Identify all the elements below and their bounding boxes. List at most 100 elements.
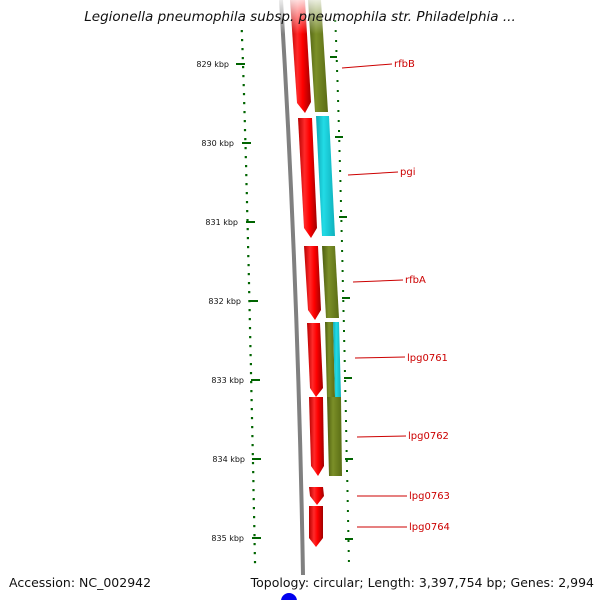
cog-dot — [346, 470, 348, 472]
cog-ticks — [330, 56, 353, 540]
origin-marker[interactable] — [281, 593, 297, 600]
ruler-label: 830 kbp — [201, 139, 234, 148]
gene-label-pgi[interactable]: pgi — [400, 167, 415, 178]
ruler-minor-tick — [253, 561, 257, 564]
ruler: 829 kbp 830 kbp 831 kbp 832 kbp 833 kbp … — [196, 60, 261, 543]
ruler-minor-tick — [247, 273, 250, 276]
ruler-minor-tick — [241, 48, 244, 51]
ruler-label: 832 kbp — [208, 297, 241, 306]
title-fade — [270, 0, 350, 34]
cog-dot — [346, 490, 349, 492]
ruler-minor-tick — [244, 156, 247, 159]
cog-feature — [333, 322, 341, 397]
gene-label-rfbB[interactable]: rfbB — [394, 59, 415, 70]
cog-dot — [338, 160, 341, 162]
cog-dot — [340, 220, 343, 222]
cog-dot — [345, 420, 347, 422]
ruler-minor-tick — [247, 246, 250, 249]
cog-dot — [344, 380, 347, 382]
ruler-minor-tick — [252, 507, 255, 510]
cds-arrow-lpg0764[interactable] — [309, 506, 323, 547]
ruler-minor-tick — [248, 318, 251, 321]
ruler-minor-tick — [245, 165, 248, 168]
ruler-minor-tick — [251, 462, 255, 465]
leader-line — [356, 435, 407, 438]
cog-dot — [341, 270, 344, 272]
ruler-minor-tick — [251, 453, 254, 456]
cog-dot — [335, 40, 338, 42]
ruler-minor-tick — [245, 201, 249, 204]
gene-labels: rfbB pgi rfbA lpg0761 lpg0762 lpg0763 lp… — [341, 59, 450, 533]
ruler-minor-tick — [246, 219, 249, 222]
cog-dot — [338, 130, 340, 132]
ruler-minor-tick — [242, 66, 245, 69]
ruler-minor-tick — [242, 75, 245, 78]
leader-line — [352, 279, 404, 283]
ruler-label: 833 kbp — [211, 376, 244, 385]
gene-label-lpg0764[interactable]: lpg0764 — [409, 522, 450, 533]
ruler-minor-tick — [253, 516, 256, 519]
cds-arrow-rfbA[interactable] — [304, 246, 321, 320]
ruler-minor-tick — [253, 552, 256, 555]
cds-arrow-lpg0762[interactable] — [309, 397, 324, 476]
cog-dot — [341, 280, 344, 282]
ruler-minor-tick — [247, 282, 251, 285]
cog-dot — [337, 100, 340, 102]
ruler-minor-tick — [242, 93, 246, 96]
cog-dot — [346, 500, 349, 502]
cog-dot — [344, 410, 347, 412]
cog-dot — [339, 190, 342, 192]
cog-dot — [340, 230, 343, 232]
ruler-minor-tick — [245, 183, 248, 186]
ruler-minor-tick — [253, 534, 256, 537]
ruler-label: 831 kbp — [205, 218, 238, 227]
cog-dot — [342, 310, 345, 312]
ruler-minor-tick — [243, 111, 246, 114]
cog-dot — [347, 520, 350, 522]
cog-dot — [340, 210, 343, 212]
ruler-minor-tick — [250, 417, 254, 420]
cog-dot — [335, 60, 338, 62]
ruler-minor-tick — [250, 390, 253, 393]
cog-dot — [343, 340, 346, 342]
ruler-minor-tick — [253, 525, 256, 528]
cog-dot — [345, 450, 348, 452]
ruler-minor-tick — [249, 336, 252, 339]
ruler-minor-tick — [252, 489, 255, 492]
gene-label-lpg0762[interactable]: lpg0762 — [408, 431, 449, 442]
cds-arrow-lpg0763[interactable] — [309, 487, 324, 505]
cog-dot — [336, 80, 339, 82]
cog-dot — [347, 550, 350, 552]
cog-dot — [347, 530, 350, 532]
cog-dot — [347, 540, 350, 542]
ruler-minor-tick — [243, 129, 247, 132]
cog-dot — [342, 320, 345, 322]
sequence-backbone — [279, 0, 305, 576]
ruler-minor-tick — [247, 264, 250, 267]
cog-dot — [345, 430, 348, 432]
cog-feature — [316, 116, 335, 236]
gene-label-lpg0763[interactable]: lpg0763 — [409, 491, 450, 502]
ruler-minor-tick — [242, 84, 245, 87]
gene-label-rfbA[interactable]: rfbA — [405, 275, 426, 286]
ruler-minor-tick — [247, 255, 250, 258]
genome-summary-text: Topology: circular; Length: 3,397,754 bp… — [250, 575, 594, 590]
ruler-minor-tick — [250, 408, 253, 411]
leader-line — [347, 171, 399, 176]
cog-dot — [342, 290, 345, 292]
cog-dot — [346, 510, 349, 512]
ruler-minor-tick — [249, 345, 252, 348]
cog-feature — [322, 246, 339, 318]
ruler-minor-tick — [252, 471, 255, 474]
ruler-minor-tick — [252, 498, 255, 501]
ruler-minor-tick — [248, 309, 251, 312]
cog-feature — [325, 322, 335, 397]
cog-dot — [343, 360, 346, 362]
accession-text: Accession: NC_002942 — [9, 575, 152, 590]
cog-dot — [344, 390, 347, 392]
cds-arrow-lpg0761[interactable] — [307, 323, 323, 397]
leader-line — [341, 63, 393, 69]
cds-arrow-pgi[interactable] — [298, 118, 317, 238]
gene-label-lpg0761[interactable]: lpg0761 — [407, 353, 448, 364]
